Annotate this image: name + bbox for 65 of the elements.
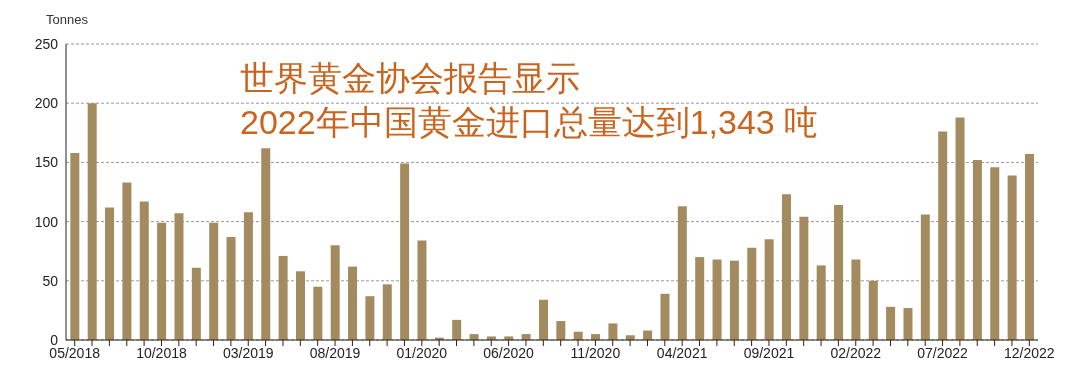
bar [538,299,548,340]
bar [816,265,826,340]
bar [313,286,323,340]
bar [729,260,739,340]
bar [278,255,288,340]
x-tick-label: 07/2022 [917,344,969,361]
bar [400,163,410,340]
x-tick-label: 04/2021 [656,344,708,361]
bar [87,103,97,340]
y-tick-label: 150 [34,154,59,171]
bar [781,194,791,340]
x-tick-label: 02/2022 [830,344,882,361]
bar [70,152,80,340]
y-tick-label: 250 [34,35,59,52]
x-tick-label: 10/2018 [136,344,187,361]
bar [105,207,115,340]
bar [677,206,687,340]
bar [886,306,896,340]
bar [243,212,253,340]
x-tick-label: 11/2020 [570,344,621,361]
bar [920,214,930,340]
bar [157,222,167,340]
bar [868,280,878,340]
bar [695,257,705,340]
bar [191,267,201,340]
bar [330,245,340,340]
bar [990,167,1000,340]
bar [938,131,948,340]
x-tick-label: 12/2022 [1004,344,1055,361]
x-tick-label: 09/2021 [743,344,795,361]
bar [660,293,670,340]
bar [955,117,965,340]
x-tick-label: 03/2019 [222,344,274,361]
bar [747,247,757,340]
bar [712,259,722,340]
y-tick-label: 200 [34,95,59,112]
bar [209,222,219,340]
bar [1007,175,1017,340]
y-tick-label: 100 [34,213,59,230]
bar [382,284,392,340]
bar [834,205,844,340]
bar [851,259,861,340]
y-axis-title: Tonnes [46,12,88,27]
bar [295,271,305,340]
bar [261,148,271,340]
bar [417,240,427,340]
y-tick-label: 50 [42,272,59,289]
text: 世界黄金协会报告显示 2022年中国黄金进口总量达到1,343 吨 [240,58,819,143]
bar [348,266,358,340]
bar [799,216,809,340]
bar [556,321,566,340]
bar [608,323,618,340]
bar [174,213,184,340]
bar [1024,154,1034,340]
bar [139,201,149,340]
x-tick-label: 08/2019 [309,344,361,361]
bar [903,308,913,340]
bar [226,236,236,340]
bar [452,319,462,340]
bar [365,296,375,340]
x-tick-label: 01/2020 [396,344,448,361]
x-tick-label: 06/2020 [483,344,535,361]
bar [972,160,982,340]
bar [764,239,774,340]
bar [122,182,132,340]
